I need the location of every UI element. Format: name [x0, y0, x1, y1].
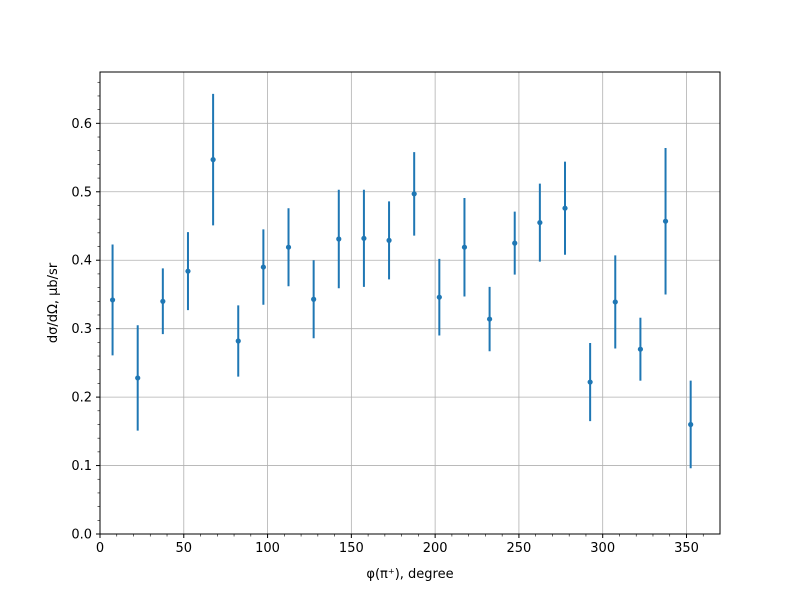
- x-tick-label: 300: [590, 541, 615, 556]
- x-tick-label: 200: [423, 541, 448, 556]
- data-point: [662, 218, 669, 224]
- data-point: [361, 235, 367, 241]
- y-axis-label: dσ/dΩ, μb/sr: [46, 262, 61, 343]
- data-point: [537, 219, 543, 226]
- data-point: [587, 379, 593, 385]
- y-tick-label: 0.6: [71, 117, 92, 132]
- data-point: [688, 421, 694, 428]
- data-point: [210, 157, 216, 163]
- x-tick-label: 100: [255, 541, 280, 556]
- plot-frame: [99, 71, 721, 535]
- data-point: [411, 191, 417, 197]
- y-tick-label: 0.4: [71, 254, 92, 269]
- y-tick-label: 0.5: [71, 185, 92, 200]
- y-tick-label: 0.1: [71, 459, 92, 474]
- data-point: [109, 297, 116, 303]
- axis-ticks: 0 50 100 150 200 250 300 350 0.0 0.1 0.2 0.3 0.4 0.5 0…: [71, 81, 704, 556]
- data-points: [109, 93, 694, 469]
- data-point: [512, 240, 518, 246]
- grid-lines: [99, 72, 720, 535]
- data-point: [235, 338, 241, 344]
- data-point: [386, 237, 392, 243]
- data-point: [562, 205, 568, 211]
- data-point: [260, 264, 266, 270]
- data-point: [637, 346, 644, 352]
- x-tick-label: 250: [507, 541, 532, 556]
- data-point: [311, 296, 317, 302]
- data-point: [285, 244, 292, 250]
- data-point: [185, 268, 191, 274]
- data-point: [160, 298, 166, 304]
- x-tick-label: 0: [96, 541, 104, 556]
- y-tick-label: 0.3: [71, 322, 92, 337]
- y-tick-label: 0.2: [71, 391, 92, 406]
- data-point: [135, 375, 141, 381]
- x-tick-label: 150: [339, 541, 364, 556]
- x-tick-label: 50: [176, 541, 193, 556]
- data-point: [436, 294, 442, 300]
- x-tick-label: 350: [674, 541, 699, 556]
- data-point: [336, 236, 342, 242]
- x-axis-label: φ(π⁺), degree: [366, 567, 453, 582]
- data-point: [612, 299, 618, 305]
- y-tick-label: 0.0: [71, 528, 92, 543]
- data-point: [486, 316, 493, 322]
- data-point: [461, 244, 468, 250]
